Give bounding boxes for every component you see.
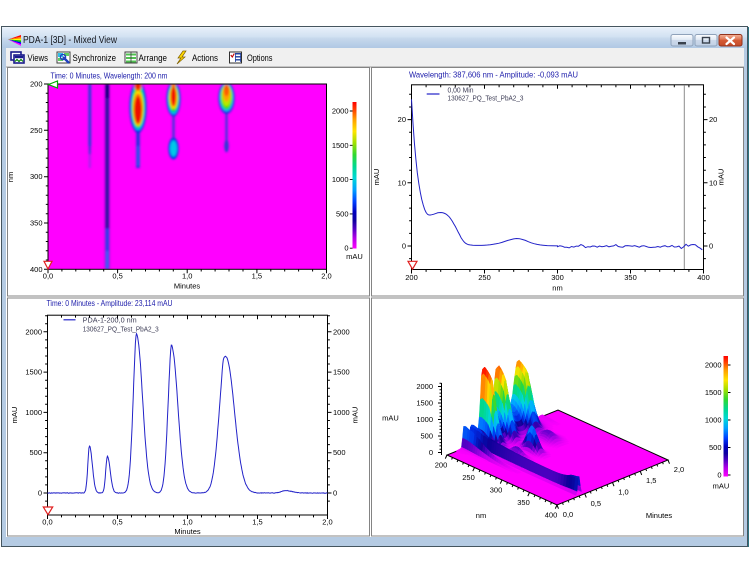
svg-text:2000: 2000: [705, 361, 722, 370]
svg-text:1000: 1000: [332, 175, 349, 184]
svg-text:2000: 2000: [332, 107, 349, 116]
svg-text:350: 350: [624, 273, 637, 282]
svg-text:400: 400: [697, 273, 710, 282]
svg-text:1,0: 1,0: [182, 272, 192, 281]
svg-text:0,0: 0,0: [43, 272, 53, 281]
svg-text:0: 0: [429, 448, 433, 457]
svg-text:1,5: 1,5: [646, 476, 656, 485]
svg-text:Views: Views: [28, 53, 49, 64]
svg-text:350: 350: [30, 219, 43, 228]
svg-text:Minutes: Minutes: [646, 511, 673, 520]
svg-text:1000: 1000: [416, 415, 433, 424]
svg-text:500: 500: [29, 448, 42, 457]
svg-text:1500: 1500: [416, 399, 433, 408]
svg-text:1500: 1500: [705, 388, 722, 397]
svg-text:250: 250: [462, 473, 475, 482]
svg-text:130627_PQ_Test_PbA2_3: 130627_PQ_Test_PbA2_3: [448, 96, 524, 103]
svg-text:300: 300: [551, 273, 564, 282]
svg-text:PDA-1-200,0 nm: PDA-1-200,0 nm: [83, 318, 137, 325]
svg-text:mAU: mAU: [372, 169, 381, 186]
svg-text:0: 0: [709, 242, 713, 251]
svg-text:1000: 1000: [25, 408, 42, 417]
svg-text:400: 400: [545, 511, 558, 520]
svg-text:Minutes: Minutes: [174, 527, 201, 536]
svg-text:1500: 1500: [25, 368, 42, 377]
svg-text:nm: nm: [552, 284, 562, 293]
svg-text:300: 300: [30, 172, 43, 181]
svg-text:200: 200: [435, 461, 448, 470]
svg-text:0,5: 0,5: [591, 499, 601, 508]
svg-text:Wavelength: 387,606 nm - Ampl: Wavelength: 387,606 nm - Amplitude: -0,0…: [409, 71, 578, 80]
svg-text:Time: 0 Minutes, Wavelength: 2: Time: 0 Minutes, Wavelength: 200 nm: [51, 72, 168, 81]
svg-text:PDA-1 [3D] - Mixed View: PDA-1 [3D] - Mixed View: [23, 34, 117, 46]
svg-text:0,5: 0,5: [112, 272, 122, 281]
svg-text:250: 250: [30, 126, 43, 135]
svg-text:250: 250: [478, 273, 491, 282]
svg-text:0,00 Min: 0,00 Min: [448, 88, 474, 95]
svg-text:Arrange: Arrange: [139, 53, 168, 64]
svg-text:2000: 2000: [333, 327, 350, 336]
svg-text:Synchronize: Synchronize: [73, 53, 117, 64]
svg-text:Options: Options: [247, 53, 273, 64]
svg-text:500: 500: [336, 209, 349, 218]
svg-text:nm: nm: [476, 511, 486, 520]
svg-text:mAU: mAU: [346, 252, 363, 261]
svg-text:mAU: mAU: [351, 407, 360, 424]
svg-text:0: 0: [38, 489, 42, 498]
svg-text:0: 0: [717, 471, 721, 480]
svg-text:2,0: 2,0: [674, 465, 684, 474]
svg-text:130627_PQ_Test_PbA2_3: 130627_PQ_Test_PbA2_3: [83, 327, 159, 334]
svg-text:1500: 1500: [332, 141, 349, 150]
svg-text:1,5: 1,5: [252, 272, 262, 281]
svg-text:2,0: 2,0: [321, 272, 331, 281]
svg-text:Minutes: Minutes: [174, 282, 201, 291]
svg-text:1000: 1000: [705, 416, 722, 425]
svg-text:400: 400: [30, 265, 43, 274]
svg-text:500: 500: [333, 448, 346, 457]
svg-text:1000: 1000: [333, 408, 350, 417]
svg-text:2000: 2000: [25, 327, 42, 336]
svg-text:mAU: mAU: [713, 482, 730, 491]
svg-text:0,0: 0,0: [563, 510, 573, 519]
svg-text:mAU: mAU: [717, 169, 726, 186]
svg-text:350: 350: [517, 498, 530, 507]
svg-text:200: 200: [30, 80, 43, 89]
svg-text:500: 500: [420, 432, 433, 441]
svg-text:1500: 1500: [333, 368, 350, 377]
svg-text:2000: 2000: [416, 382, 433, 391]
svg-text:1,0: 1,0: [618, 488, 628, 497]
svg-text:0: 0: [333, 489, 337, 498]
svg-text:Time: 0 Minutes - Amplitude:: Time: 0 Minutes - Amplitude: 23,114 mAU: [47, 299, 173, 308]
svg-text:0: 0: [402, 242, 406, 251]
svg-text:nm: nm: [6, 172, 15, 182]
svg-text:10: 10: [398, 178, 406, 187]
svg-text:20: 20: [709, 115, 717, 124]
svg-text:Actions: Actions: [192, 53, 218, 64]
svg-text:mAU: mAU: [10, 407, 19, 424]
svg-text:200: 200: [405, 273, 418, 282]
svg-text:20: 20: [398, 115, 406, 124]
svg-text:mAU: mAU: [382, 414, 399, 423]
svg-text:300: 300: [490, 486, 503, 495]
svg-text:500: 500: [709, 443, 722, 452]
